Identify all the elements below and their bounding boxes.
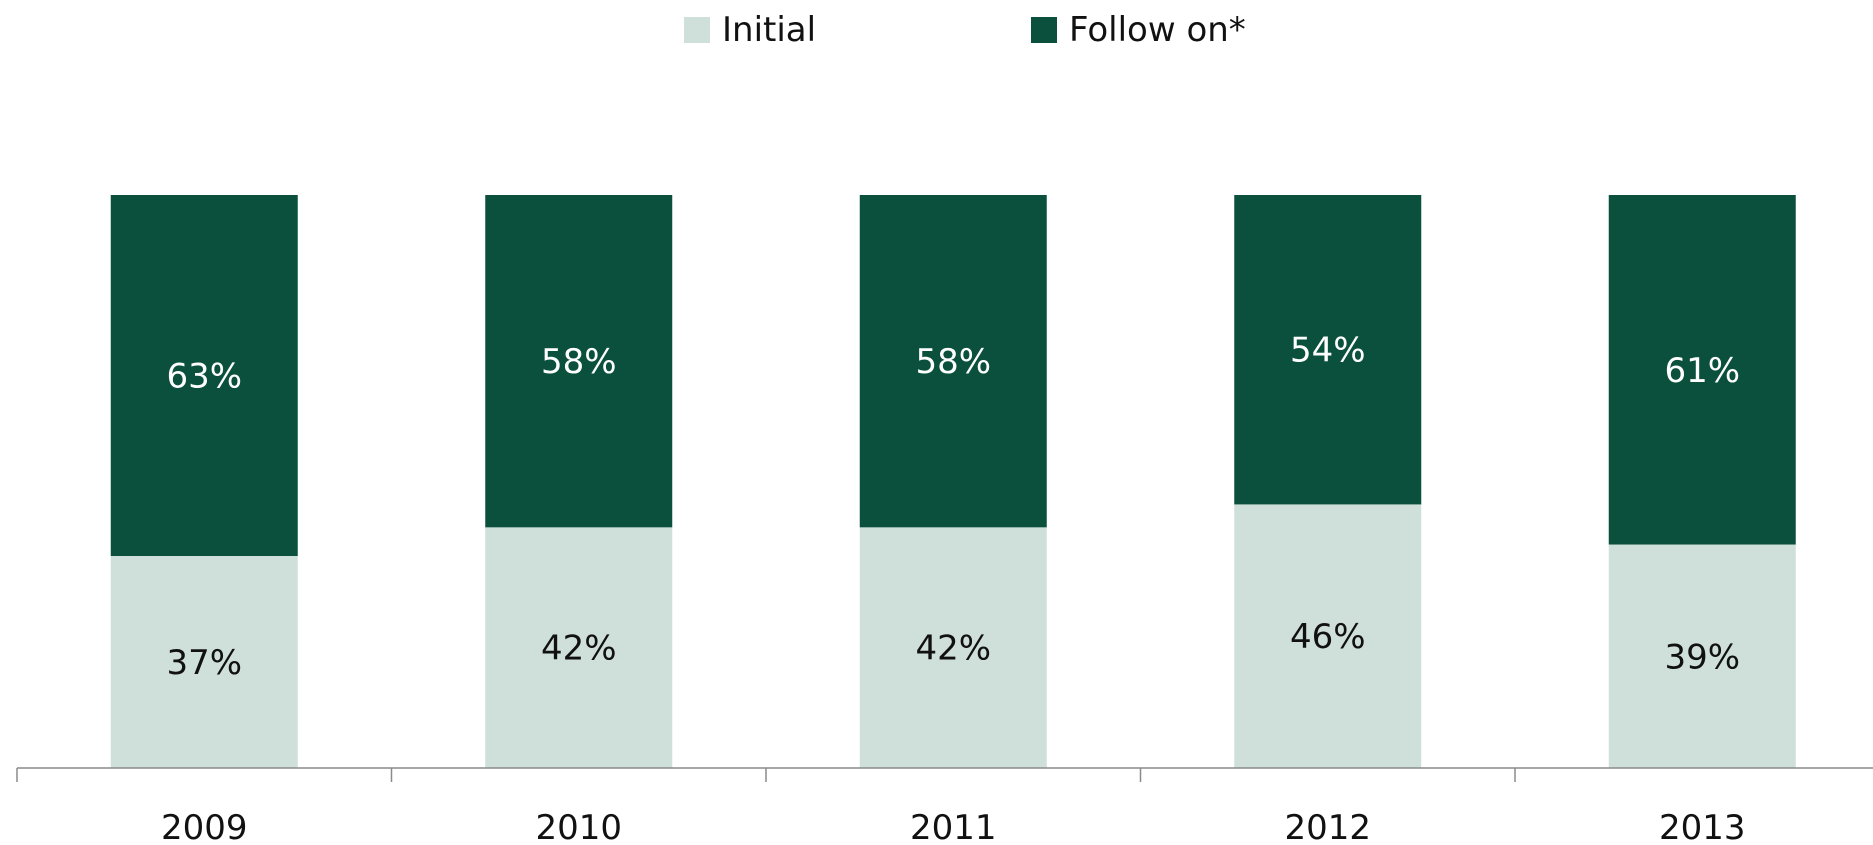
x-tick-label-2011: 2011 — [910, 808, 997, 845]
legend-label-initial: Initial — [722, 10, 817, 50]
legend-swatch-follow-on — [1031, 17, 1057, 43]
data-label-initial-2013: 39% — [1664, 637, 1740, 677]
data-label-follow-on-2010: 58% — [541, 342, 617, 382]
legend-label-follow-on: Follow on* — [1069, 10, 1246, 50]
data-label-follow-on-2012: 54% — [1290, 331, 1366, 371]
bar-initial-2011 — [859, 527, 1047, 768]
bar-follow-on-2009 — [110, 195, 298, 556]
legend-item-initial: Initial — [684, 10, 816, 50]
bar-initial-2013 — [1608, 544, 1796, 768]
bar-initial-2010 — [485, 527, 673, 768]
legend-item-follow-on: Follow on* — [1031, 10, 1246, 50]
data-label-initial-2010: 42% — [541, 629, 617, 669]
bar-follow-on-2013 — [1608, 195, 1796, 545]
x-tick-label-2012: 2012 — [1284, 808, 1371, 845]
legend: Initial Follow on* — [0, 10, 1873, 50]
bar-follow-on-2012 — [1234, 195, 1422, 505]
bar-follow-on-2010 — [485, 195, 673, 528]
data-label-initial-2011: 42% — [915, 629, 991, 669]
bar-follow-on-2011 — [859, 195, 1047, 528]
data-label-initial-2009: 37% — [166, 643, 242, 683]
x-tick-label-2010: 2010 — [535, 808, 622, 845]
data-label-initial-2012: 46% — [1290, 617, 1366, 657]
bar-initial-2009 — [110, 555, 298, 768]
legend-swatch-initial — [684, 17, 710, 43]
data-label-follow-on-2011: 58% — [915, 342, 991, 382]
data-label-follow-on-2009: 63% — [166, 356, 242, 396]
x-tick-label-2013: 2013 — [1659, 808, 1746, 845]
data-label-follow-on-2013: 61% — [1664, 351, 1740, 391]
x-tick-label-2009: 2009 — [161, 808, 248, 845]
bar-initial-2012 — [1234, 504, 1422, 768]
